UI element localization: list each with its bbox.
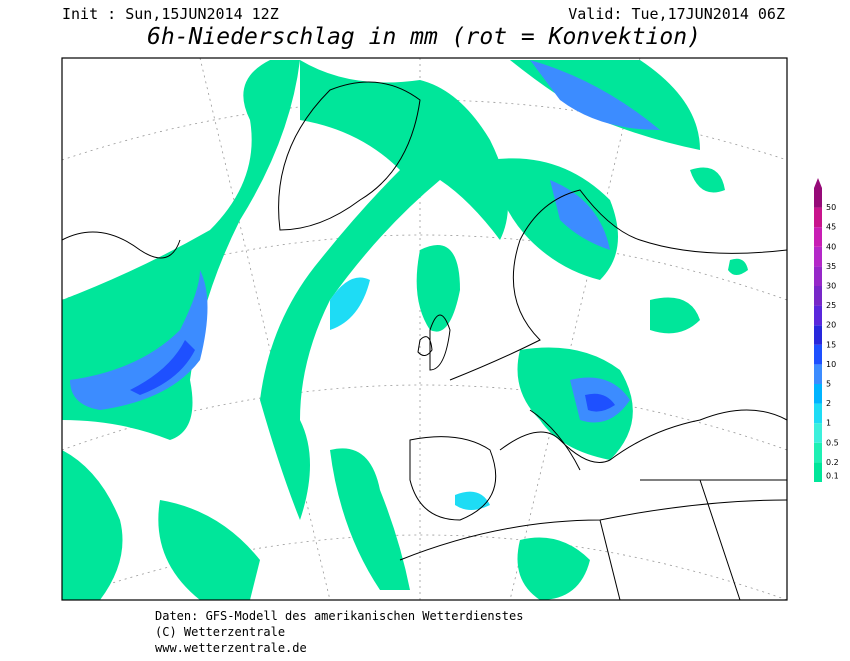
legend-swatch	[814, 286, 822, 306]
legend-swatch	[814, 403, 822, 424]
legend-swatch	[814, 188, 822, 208]
legend-swatch	[814, 442, 822, 463]
legend-swatch	[814, 364, 822, 384]
legend-label: 10	[826, 360, 836, 369]
legend-label: 2	[826, 399, 831, 408]
legend-label: 15	[826, 340, 836, 349]
valid-time: Valid: Tue,17JUN2014 06Z	[568, 5, 785, 23]
legend-label: 0.2	[826, 458, 839, 467]
footer-line: (C) Wetterzentrale	[155, 625, 285, 639]
map-title: 6h-Niederschlag in mm (rot = Konvektion)	[147, 24, 701, 50]
legend-swatch	[814, 462, 822, 482]
legend-label: 5	[826, 380, 831, 389]
legend-swatch	[814, 246, 822, 267]
legend-label: 35	[826, 262, 836, 271]
legend-label: 30	[826, 282, 836, 291]
legend-label: 0.5	[826, 438, 839, 447]
legend-swatch	[814, 266, 822, 286]
legend-label: 45	[826, 223, 836, 232]
legend-swatch	[814, 227, 822, 247]
init-time: Init : Sun,15JUN2014 12Z	[62, 5, 279, 23]
legend-label: 1	[826, 419, 831, 428]
legend-swatch	[814, 207, 822, 228]
legend-arrow	[814, 178, 822, 188]
legend-swatch	[814, 344, 822, 365]
legend-label: 20	[826, 321, 836, 330]
footer-line: Daten: GFS-Modell des amerikanischen Wet…	[155, 609, 523, 623]
legend-swatch	[814, 325, 822, 345]
map	[61, 57, 788, 601]
legend-swatch	[814, 423, 822, 443]
footer-line: www.wetterzentrale.de	[155, 641, 307, 655]
legend-label: 25	[826, 301, 836, 310]
legend-label: 50	[826, 203, 836, 212]
legend-label: 40	[826, 242, 836, 251]
legend-label: 0.1	[826, 472, 839, 481]
legend-swatch	[814, 305, 822, 326]
legend-swatch	[814, 384, 822, 404]
